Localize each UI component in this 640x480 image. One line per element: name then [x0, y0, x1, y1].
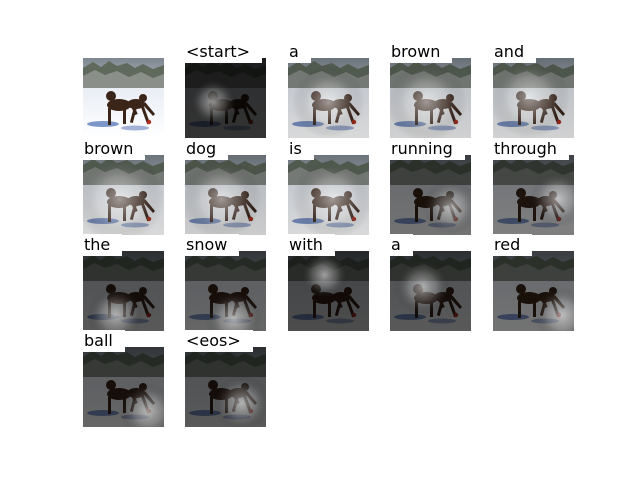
dog-snow-scene [83, 155, 164, 235]
attention-map-image [185, 155, 266, 235]
attention-map-image [83, 251, 164, 331]
attention-map-image [288, 155, 369, 235]
attention-map-image [493, 155, 574, 235]
attention-map-image [390, 155, 471, 235]
attention-map-image [83, 155, 164, 235]
attention-map-image [288, 251, 369, 331]
dog-snow-scene [185, 155, 266, 235]
caption-word-label: running [390, 138, 465, 160]
dog-snow-scene [288, 155, 369, 235]
dog-snow-scene [390, 155, 471, 235]
attention-map-image [288, 58, 369, 138]
source-image [83, 58, 164, 138]
caption-word-label: the [83, 234, 123, 256]
dog-snow-scene [493, 251, 574, 331]
caption-word-label: brown [390, 41, 453, 63]
dog-snow-scene [185, 58, 266, 138]
attention-map-image [185, 347, 266, 427]
attention-map-image [83, 347, 164, 427]
caption-word-label: ball [83, 330, 125, 352]
attention-map-image [185, 58, 266, 138]
caption-word-label: a [390, 234, 413, 256]
caption-word-label: is [288, 138, 314, 160]
dog-snow-scene [493, 155, 574, 235]
dog-snow-scene [390, 58, 471, 138]
caption-word-label: a [288, 41, 311, 63]
attention-map-image [493, 251, 574, 331]
attention-map-image [390, 251, 471, 331]
caption-word-label: <start> [185, 41, 263, 63]
caption-word-label: dog [185, 138, 229, 160]
dog-snow-scene [185, 347, 266, 427]
dog-snow-scene [288, 58, 369, 138]
dog-snow-scene [83, 251, 164, 331]
attention-map-image [390, 58, 471, 138]
dog-snow-scene [493, 58, 574, 138]
attention-map-image [185, 251, 266, 331]
dog-snow-scene [390, 251, 471, 331]
dog-snow-scene [185, 251, 266, 331]
dog-snow-scene [83, 58, 164, 138]
caption-word-label: and [493, 41, 537, 63]
caption-word-label: brown [83, 138, 146, 160]
caption-word-label: red [493, 234, 533, 256]
dog-snow-scene [288, 251, 369, 331]
caption-word-label: through [493, 138, 569, 160]
caption-word-label: snow [185, 234, 240, 256]
attention-map-image [493, 58, 574, 138]
dog-snow-scene [83, 347, 164, 427]
caption-word-label: with [288, 234, 335, 256]
caption-word-label: <eos> [185, 330, 253, 352]
